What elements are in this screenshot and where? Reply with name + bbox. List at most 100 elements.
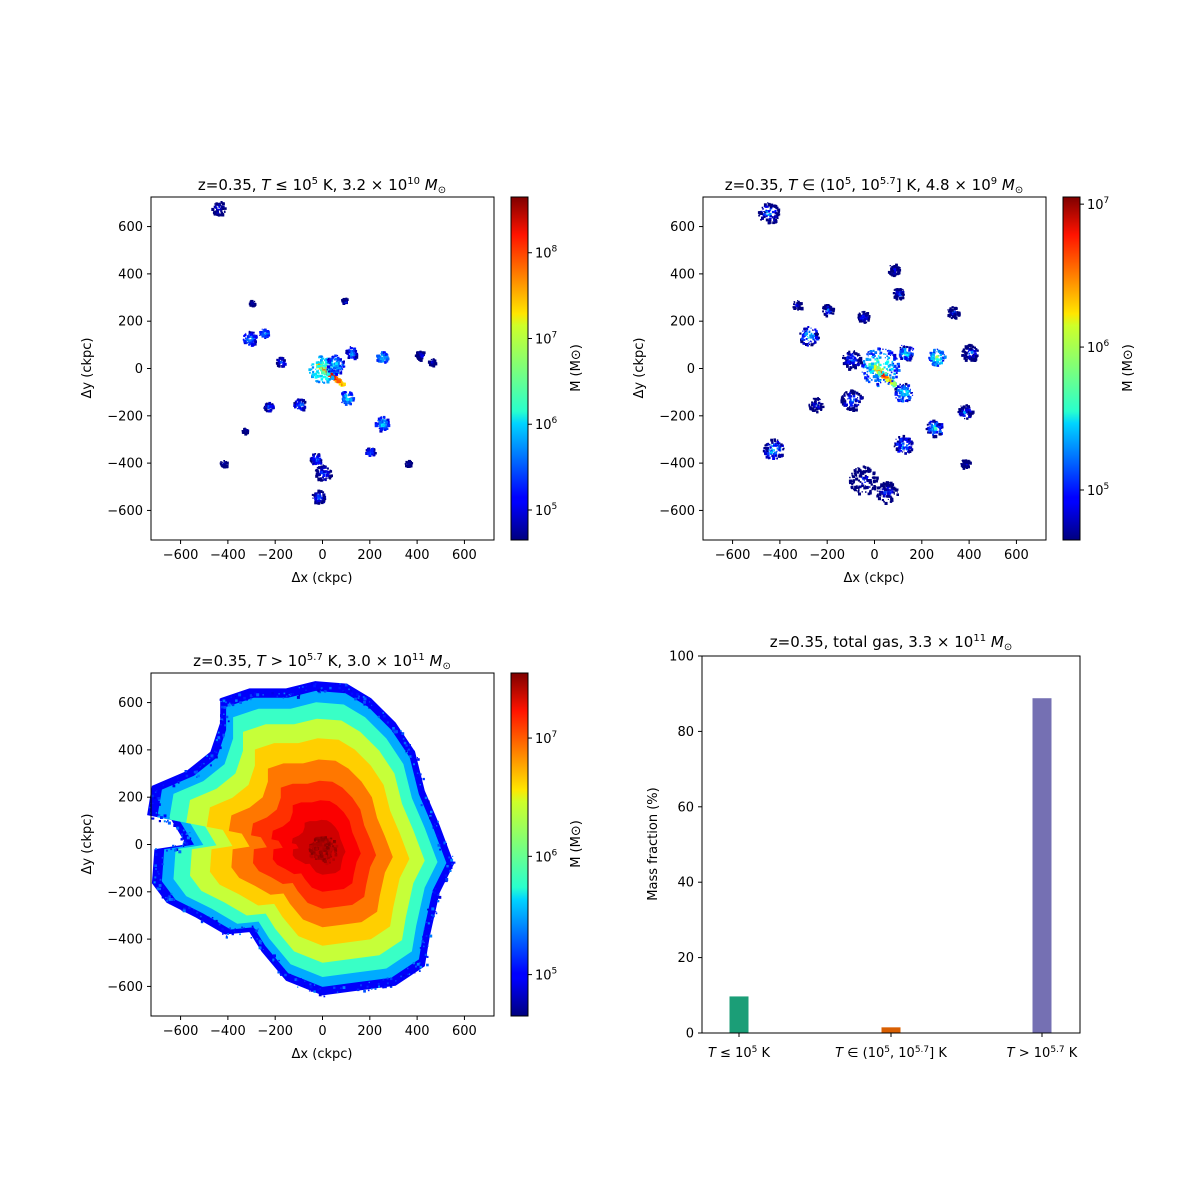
axes-frame (701, 655, 1081, 1034)
mass-pixel (409, 755, 412, 758)
mass-pixel (845, 403, 848, 407)
mass-pixel (901, 292, 904, 294)
mass-pixel (879, 380, 881, 382)
mass-pixel (321, 364, 325, 368)
mass-pixel (322, 369, 325, 371)
mass-pixel (971, 345, 975, 349)
mass-pixel (899, 441, 901, 444)
mass-pixel (322, 464, 324, 466)
mass-pixel (322, 500, 326, 504)
mass-pixel (765, 213, 767, 216)
mass-pixel (901, 288, 903, 290)
mass-pixel (341, 401, 343, 404)
mass-pixel (906, 444, 908, 446)
mass-pixel (156, 887, 160, 891)
mass-pixel (309, 848, 311, 850)
mass-pixel (809, 336, 812, 339)
mass-pixel (320, 378, 324, 381)
mass-pixel (812, 329, 814, 331)
mass-pixel (318, 356, 320, 359)
mass-pixel (765, 448, 769, 451)
mass-pixel (875, 373, 877, 374)
mass-pixel (908, 390, 911, 393)
mass-pixel (897, 288, 901, 292)
mass-pixel (803, 329, 805, 331)
mass-pixel (378, 985, 380, 988)
mass-pixel (321, 361, 325, 364)
mass-pixel (248, 331, 251, 334)
mass-pixel (312, 453, 315, 457)
mass-pixel (881, 484, 884, 488)
mass-pixel (866, 378, 868, 380)
mass-pixel (333, 846, 337, 851)
mass-pixel (162, 784, 165, 786)
mass-pixel (895, 289, 898, 292)
mass-pixel (272, 960, 274, 962)
mass-pixel (891, 363, 895, 367)
mass-pixel (332, 365, 334, 367)
mass-pixel (898, 272, 901, 275)
mass-pixel (321, 465, 324, 468)
mass-pixel (941, 360, 944, 362)
mass-pixel (797, 300, 799, 302)
mass-pixel (385, 420, 388, 424)
mass-pixel (336, 379, 340, 384)
mass-pixel (323, 373, 326, 376)
mass-pixel (259, 941, 262, 945)
mass-pixel (970, 351, 974, 354)
mass-pixel (843, 393, 846, 395)
mass-pixel (331, 364, 333, 366)
mass-pixel (966, 353, 968, 355)
mass-pixel (899, 355, 903, 359)
mass-pixel (331, 363, 334, 365)
mass-pixel (221, 212, 224, 214)
mass-pixel (189, 837, 192, 840)
mass-pixel (278, 693, 280, 695)
mass-pixel (379, 424, 381, 427)
mass-pixel (883, 495, 886, 498)
mass-pixel (444, 874, 447, 877)
mass-pixel (351, 692, 354, 695)
y-tick-label: 200 (118, 791, 143, 806)
axis-ticks: −600 −400 −200 0 200 400 600−600−400−200020040… (659, 220, 1029, 563)
y-tick-label: 0 (686, 1027, 694, 1042)
mass-pixel (338, 364, 341, 367)
mass-pixel (422, 358, 424, 360)
mass-pixel (793, 301, 796, 303)
mass-pixel (310, 459, 313, 463)
mass-pixel (317, 846, 321, 849)
mass-pixel (902, 289, 904, 291)
mass-pixel (857, 491, 860, 493)
mass-pixel (868, 369, 872, 373)
mass-pixel (220, 718, 224, 721)
colorbar-tick-label: 106 (535, 416, 558, 433)
mass-pixel (330, 366, 332, 368)
mass-pixel (329, 363, 333, 367)
mass-pixel (804, 333, 807, 336)
mass-pixel (844, 395, 845, 397)
mass-pixel (310, 682, 313, 685)
mass-pixel (405, 462, 407, 464)
mass-pixel (862, 360, 866, 363)
x-tick-label: −200 (257, 548, 293, 563)
mass-pixel (855, 475, 858, 477)
mass-pixel (418, 352, 420, 354)
mass-pixel (310, 855, 314, 859)
mass-pixel (322, 364, 325, 366)
mass-pixel (274, 961, 276, 963)
mass-pixel (891, 360, 894, 363)
mass-pixel (903, 436, 905, 438)
mass-pixel (901, 344, 903, 346)
mass-pixel (328, 861, 331, 864)
mass-pixel (321, 381, 323, 383)
mass-pixel (320, 855, 323, 858)
mass-pixel (428, 361, 431, 364)
mass-pixel (316, 367, 318, 369)
mass-pixel (894, 392, 898, 396)
mass-pixel (250, 336, 253, 338)
mass-pixel (288, 694, 290, 696)
mass-pixel (864, 481, 866, 483)
mass-pixel (329, 854, 332, 856)
mass-pixel (894, 388, 897, 391)
mass-pixel (899, 349, 902, 352)
